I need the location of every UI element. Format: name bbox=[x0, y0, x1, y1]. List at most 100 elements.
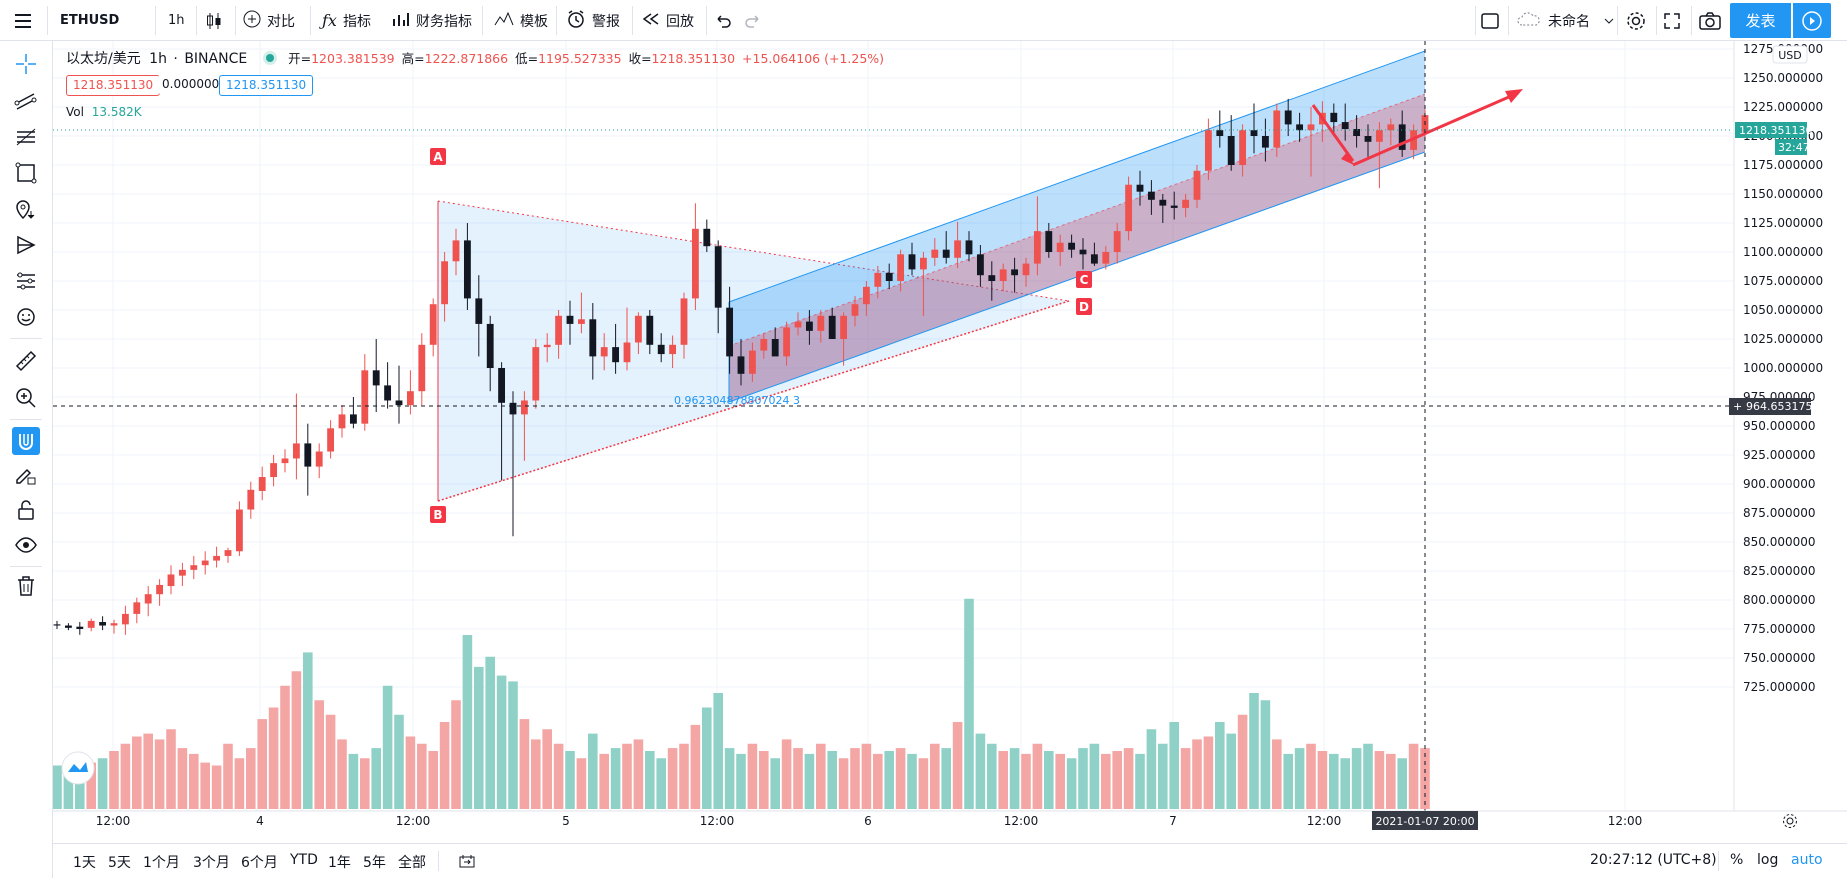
candle-body bbox=[464, 240, 471, 298]
range-3m[interactable]: 3个月 bbox=[193, 852, 230, 872]
gann-fib-tool[interactable] bbox=[12, 123, 40, 151]
low-value: 1195.527335 bbox=[538, 51, 622, 66]
undo-button[interactable] bbox=[714, 0, 732, 41]
shapes-tool[interactable] bbox=[12, 159, 40, 187]
close-label: 收= bbox=[629, 51, 652, 66]
volume-bar bbox=[1124, 748, 1134, 809]
price-tick-label: 1025.000000 bbox=[1743, 332, 1823, 346]
legend-name[interactable]: 以太坊/美元 bbox=[66, 51, 141, 67]
vol-label[interactable]: Vol bbox=[66, 105, 84, 119]
candle-body bbox=[99, 622, 106, 625]
replay-button[interactable]: 回放 bbox=[642, 0, 694, 41]
candle-body bbox=[532, 347, 539, 400]
lock-tool[interactable] bbox=[12, 496, 40, 524]
range-all[interactable]: 全部 bbox=[398, 852, 426, 872]
divider bbox=[1718, 851, 1719, 871]
candle-body bbox=[373, 370, 380, 385]
chart-settings-gear[interactable] bbox=[1784, 815, 1797, 828]
range-5d[interactable]: 5天 bbox=[108, 852, 131, 872]
point-d-label: D bbox=[1079, 300, 1089, 314]
cloud-icon bbox=[1516, 11, 1542, 31]
range-6m[interactable]: 6个月 bbox=[241, 852, 278, 872]
high-label: 高= bbox=[402, 51, 425, 66]
patterns-tool[interactable] bbox=[12, 231, 40, 259]
menu-icon[interactable] bbox=[14, 0, 32, 41]
volume-bar bbox=[577, 758, 587, 809]
layout-name-button[interactable]: 未命名 bbox=[1516, 0, 1614, 41]
range-ytd[interactable]: YTD bbox=[290, 852, 318, 868]
settings-button[interactable] bbox=[1625, 0, 1647, 41]
gear-icon bbox=[1625, 10, 1647, 32]
redo-button[interactable] bbox=[744, 0, 762, 41]
go-to-date-button[interactable] bbox=[458, 853, 476, 873]
candle-body bbox=[441, 261, 448, 304]
divider bbox=[1475, 6, 1476, 35]
candle-body bbox=[190, 565, 197, 570]
magnet-tool[interactable] bbox=[12, 427, 40, 455]
emoji-tool[interactable] bbox=[12, 303, 40, 331]
drawing-toolbar bbox=[0, 41, 53, 878]
candle-body bbox=[1251, 130, 1258, 136]
log-toggle[interactable]: log bbox=[1757, 852, 1778, 868]
open-value: 1203.381539 bbox=[311, 51, 395, 66]
volume-bar bbox=[1112, 751, 1122, 809]
alert-button[interactable]: 警报 bbox=[566, 0, 620, 41]
chart-style-button[interactable] bbox=[204, 0, 224, 41]
play-button[interactable] bbox=[1793, 3, 1831, 38]
time-axis[interactable]: 12:00 4 12:00 5 12:00 6 12:00 7 12:00 12:00 2021-… bbox=[53, 811, 1847, 830]
trendline-tool[interactable] bbox=[12, 87, 40, 115]
percent-toggle[interactable]: % bbox=[1730, 852, 1743, 868]
open-label: 开= bbox=[288, 51, 311, 66]
indicators-button[interactable]: ƒx 指标 bbox=[322, 0, 371, 41]
low-label: 低= bbox=[515, 51, 538, 66]
range-1y[interactable]: 1年 bbox=[328, 852, 351, 872]
price-axis[interactable]: 1275.0000001250.0000001225.0000001200.00… bbox=[1729, 41, 1847, 811]
measure-tool[interactable] bbox=[12, 347, 40, 375]
volume-bar bbox=[930, 744, 940, 809]
market-status-dot[interactable] bbox=[266, 54, 274, 62]
draw-mode-tool[interactable] bbox=[12, 461, 40, 489]
volume-bar bbox=[919, 758, 929, 809]
volume-bar bbox=[1101, 754, 1111, 809]
visibility-tool[interactable] bbox=[12, 531, 40, 559]
fullscreen-layout-button[interactable] bbox=[1480, 0, 1500, 41]
volume-bar bbox=[907, 754, 917, 809]
annotation-tool[interactable] bbox=[12, 195, 40, 223]
financials-button[interactable]: 财务指标 bbox=[392, 0, 472, 41]
tv-logo[interactable] bbox=[62, 752, 94, 784]
crosshair-tool[interactable] bbox=[12, 50, 40, 78]
point-a-label: A bbox=[433, 150, 443, 164]
auto-toggle[interactable]: auto bbox=[1791, 852, 1823, 868]
prediction-tool[interactable] bbox=[12, 267, 40, 295]
volume-bar bbox=[998, 751, 1008, 809]
ask-price-box[interactable]: 1218.351130 bbox=[219, 75, 313, 96]
range-1d[interactable]: 1天 bbox=[73, 852, 96, 872]
range-5y[interactable]: 5年 bbox=[363, 852, 386, 872]
divider bbox=[482, 6, 483, 35]
candle-body bbox=[829, 316, 836, 339]
candle-body bbox=[817, 316, 824, 331]
compare-button[interactable]: 对比 bbox=[243, 0, 295, 41]
redo-icon bbox=[744, 13, 762, 29]
gear-icon bbox=[1787, 818, 1793, 824]
interval-button[interactable]: 1h bbox=[168, 0, 185, 41]
templates-button[interactable]: 模板 bbox=[494, 0, 548, 41]
candle-body bbox=[1068, 243, 1075, 250]
symbol-search[interactable]: ETHUSD bbox=[60, 0, 150, 41]
snapshot-button[interactable] bbox=[1698, 0, 1722, 41]
bid-price-box[interactable]: 1218.351130 bbox=[66, 75, 160, 96]
clock-label[interactable]: 20:27:12 (UTC+8) bbox=[1590, 852, 1717, 868]
chart-canvas[interactable]: A B C D 0.962304878807024 3 1275.0000001… bbox=[53, 41, 1847, 843]
expand-icon bbox=[1662, 11, 1682, 31]
range-1m[interactable]: 1个月 bbox=[143, 852, 180, 872]
zoom-tool[interactable] bbox=[12, 384, 40, 412]
candle-body bbox=[612, 347, 619, 362]
remove-drawings-tool[interactable] bbox=[12, 572, 40, 600]
candle-body bbox=[1159, 200, 1166, 206]
crosshair-time-label: 2021-01-07 20:00 bbox=[1375, 815, 1474, 828]
volume-bar bbox=[622, 744, 632, 809]
fullscreen-button[interactable] bbox=[1662, 0, 1682, 41]
candle-body bbox=[396, 400, 403, 405]
change-value: +15.064106 (+1.25%) bbox=[742, 51, 884, 66]
publish-button[interactable]: 发表 bbox=[1730, 3, 1791, 38]
